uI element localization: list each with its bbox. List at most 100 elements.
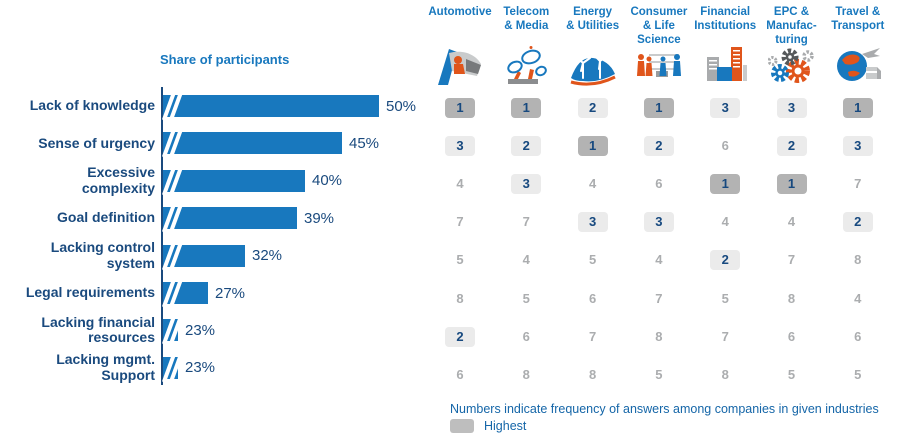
rank-cell: 5 bbox=[787, 366, 796, 382]
axis-line bbox=[161, 87, 163, 385]
category-label: Lacking control system bbox=[50, 238, 155, 271]
buildings-icon bbox=[701, 45, 749, 87]
rank-cell: 2 bbox=[445, 326, 475, 347]
bar bbox=[161, 278, 208, 308]
bar bbox=[161, 128, 342, 159]
value-label: 50% bbox=[386, 97, 417, 115]
rank-cell: 2 bbox=[842, 212, 873, 233]
bar-row: Legal requirements 27% bbox=[0, 274, 432, 312]
bar-row: Lack of knowledge 50% bbox=[0, 87, 432, 125]
rank-cell: 3 bbox=[842, 136, 873, 157]
legend-label: Highest bbox=[484, 419, 527, 433]
rank-cell: 6 bbox=[655, 176, 663, 192]
rank-cell: 4 bbox=[655, 252, 663, 268]
category-label: Lacking mgmt. Support bbox=[56, 351, 155, 383]
rank-cell: 6 bbox=[456, 366, 464, 382]
rank-cell: 8 bbox=[721, 366, 729, 382]
category-label: Lacking financial resources bbox=[41, 313, 155, 346]
rank-cell: 4 bbox=[854, 290, 862, 306]
rank-cell: 7 bbox=[721, 328, 729, 344]
rank-cell: 8 bbox=[456, 290, 464, 306]
column-header: EPC & Manufac- turing bbox=[766, 6, 817, 46]
rank-cell: 2 bbox=[577, 98, 608, 118]
bar-row: Excessive complexity 40% bbox=[0, 162, 432, 200]
rank-cell: 5 bbox=[456, 252, 464, 268]
category-label: Sense of urgency bbox=[38, 134, 155, 151]
rank-cell: 4 bbox=[456, 176, 464, 192]
chart-title: Share of participants bbox=[160, 52, 290, 67]
bar bbox=[161, 91, 379, 121]
rank-cell: 1 bbox=[842, 98, 873, 118]
rank-cell: 5 bbox=[721, 290, 729, 306]
shoppers-icon bbox=[635, 45, 683, 87]
industry-ranking-table: Automotive Telecom & Media Energy & Utilit… bbox=[427, 0, 900, 442]
rank-cell: 2 bbox=[511, 136, 542, 157]
rank-cell: 4 bbox=[522, 252, 530, 268]
rank-cell: 5 bbox=[522, 290, 530, 306]
category-label: Lack of knowledge bbox=[29, 97, 155, 114]
value-label: 23% bbox=[185, 321, 216, 339]
satellite-dish-icon bbox=[502, 45, 550, 87]
column-header: Financial Institutions bbox=[694, 6, 757, 32]
rank-cell: 4 bbox=[787, 214, 796, 230]
rank-cell: 6 bbox=[787, 328, 796, 344]
rank-cell: 6 bbox=[522, 328, 530, 344]
rank-cell: 7 bbox=[522, 214, 530, 230]
rank-cell: 8 bbox=[588, 366, 597, 382]
value-label: 23% bbox=[185, 359, 216, 377]
rank-cell: 5 bbox=[854, 366, 862, 382]
bar-row: Sense of urgency 45% bbox=[0, 124, 432, 162]
bar bbox=[161, 240, 245, 271]
rank-cell: 7 bbox=[854, 176, 862, 192]
category-label: Excessive complexity bbox=[81, 164, 155, 196]
rank-cell: 3 bbox=[511, 174, 542, 195]
value-label: 39% bbox=[304, 209, 335, 227]
bar-row: Lacking control system 32% bbox=[0, 237, 432, 275]
rank-cell: 7 bbox=[787, 252, 796, 268]
bar bbox=[161, 353, 184, 383]
rank-cell: 8 bbox=[787, 290, 796, 306]
rank-cell: 5 bbox=[655, 366, 663, 382]
rank-cell: 1 bbox=[710, 174, 741, 195]
highest-swatch bbox=[450, 419, 474, 433]
rank-cell: 2 bbox=[710, 250, 741, 271]
bar bbox=[161, 315, 184, 346]
globe-transport-icon bbox=[834, 45, 882, 87]
rank-cell: 4 bbox=[721, 214, 729, 230]
rank-cell: 8 bbox=[522, 366, 530, 382]
rank-cell: 6 bbox=[721, 138, 729, 154]
column-header: Energy & Utilities bbox=[566, 6, 620, 32]
value-label: 32% bbox=[252, 247, 283, 265]
rank-cell: 1 bbox=[643, 98, 674, 118]
wind-turbine-icon bbox=[569, 45, 617, 87]
rank-cell: 1 bbox=[776, 174, 807, 195]
bar bbox=[161, 166, 305, 196]
column-header: Automotive bbox=[428, 6, 492, 18]
rank-cell: 3 bbox=[577, 212, 608, 233]
rank-cell: 2 bbox=[643, 136, 674, 157]
rank-cell: 1 bbox=[577, 136, 608, 157]
rank-cell: 6 bbox=[854, 328, 862, 344]
bar-row: Lacking financial resources 23% bbox=[0, 311, 432, 349]
column-header: Travel & Transport bbox=[831, 6, 885, 32]
legend: Highest bbox=[450, 419, 526, 433]
automotive-icon bbox=[436, 45, 484, 87]
rank-cell: 7 bbox=[655, 290, 663, 306]
column-header: Consumer & Life Science bbox=[630, 6, 688, 46]
rank-cell: 3 bbox=[710, 98, 741, 118]
category-label: Legal requirements bbox=[25, 284, 155, 301]
gears-icon bbox=[767, 45, 816, 87]
rank-cell: 1 bbox=[445, 98, 475, 118]
rank-cell: 7 bbox=[456, 214, 464, 230]
rank-cell: 3 bbox=[445, 136, 475, 157]
bar-row: Goal definition 39% bbox=[0, 199, 432, 237]
rank-cell: 3 bbox=[643, 212, 674, 233]
rank-cell: 3 bbox=[776, 98, 807, 118]
bar-row: Lacking mgmt. Support 23% bbox=[0, 349, 432, 387]
rank-cell: 8 bbox=[854, 252, 862, 268]
value-label: 27% bbox=[215, 284, 246, 302]
bar bbox=[161, 203, 297, 233]
value-label: 45% bbox=[349, 134, 380, 152]
category-label: Goal definition bbox=[57, 209, 155, 226]
